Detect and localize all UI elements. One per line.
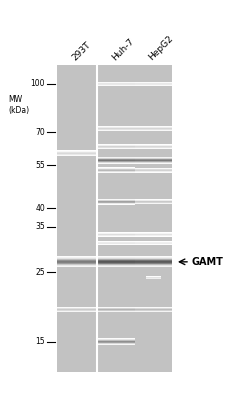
Text: 293T: 293T (70, 40, 92, 62)
Text: 55: 55 (35, 161, 45, 170)
Text: 35: 35 (35, 222, 45, 231)
Text: GAMT: GAMT (191, 257, 223, 267)
Text: MW
(kDa): MW (kDa) (8, 95, 29, 115)
Text: 15: 15 (35, 337, 45, 346)
Text: 100: 100 (30, 80, 45, 88)
Text: Huh-7: Huh-7 (110, 36, 135, 62)
Bar (57, 65, 171, 372)
Text: 25: 25 (35, 268, 45, 277)
Text: HepG2: HepG2 (146, 34, 174, 62)
Text: 70: 70 (35, 128, 45, 137)
Text: 40: 40 (35, 204, 45, 213)
